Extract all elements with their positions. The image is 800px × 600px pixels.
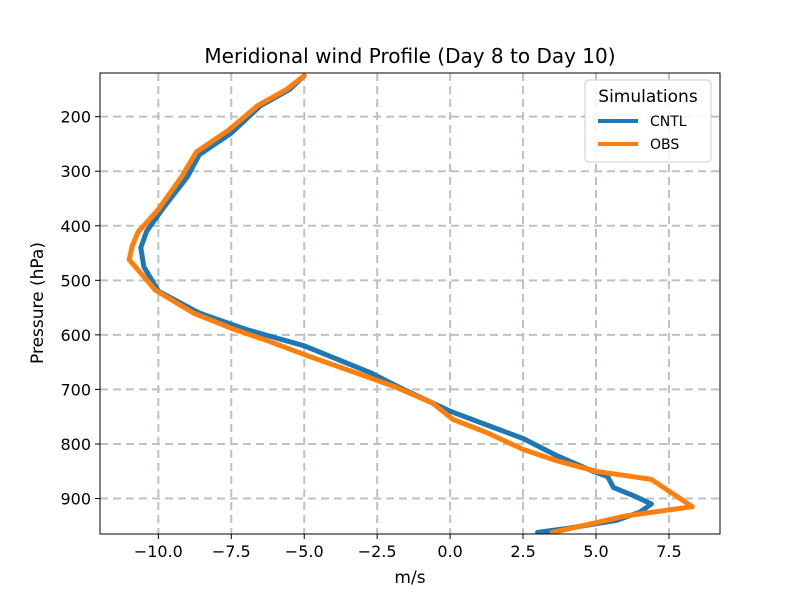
y-tick-label: 800 — [60, 435, 91, 454]
grid-lines — [100, 73, 720, 534]
x-tick-label: −5.0 — [285, 542, 324, 561]
x-tick-label: −7.5 — [212, 542, 251, 561]
legend: Simulations CNTL OBS — [584, 79, 712, 163]
axis-ticks: −10.0 −7.5 −5.0 −2.5 0.0 2.5 5.0 7.5 200 300 400 50… — [60, 108, 681, 561]
x-axis-label: m/s — [394, 568, 425, 588]
x-tick-label: −10.0 — [134, 542, 183, 561]
series-line-cntl — [138, 73, 654, 534]
y-axis-label: Pressure (hPa) — [28, 242, 48, 364]
x-tick-label: 5.0 — [583, 542, 608, 561]
y-tick-label: 700 — [60, 380, 91, 399]
y-tick-label: 300 — [60, 162, 91, 181]
legend-label-obs: OBS — [650, 137, 679, 153]
legend-box — [584, 79, 712, 163]
series-layer — [126, 73, 695, 534]
y-tick-label: 600 — [60, 326, 91, 345]
x-tick-label: −2.5 — [358, 542, 397, 561]
x-tick-label: 0.0 — [437, 542, 462, 561]
plot-frame — [99, 72, 721, 535]
y-tick-label: 500 — [60, 271, 91, 290]
y-tick-label: 200 — [60, 108, 91, 127]
y-tick-label: 900 — [60, 490, 91, 509]
legend-title: Simulations — [598, 87, 698, 107]
x-tick-label: 2.5 — [510, 542, 535, 561]
legend-label-cntl: CNTL — [650, 114, 687, 130]
series-line-obs — [126, 73, 695, 534]
chart-title: Meridional wind Profile (Day 8 to Day 10… — [204, 44, 615, 68]
y-tick-label: 400 — [60, 217, 91, 236]
x-tick-label: 7.5 — [656, 542, 681, 561]
